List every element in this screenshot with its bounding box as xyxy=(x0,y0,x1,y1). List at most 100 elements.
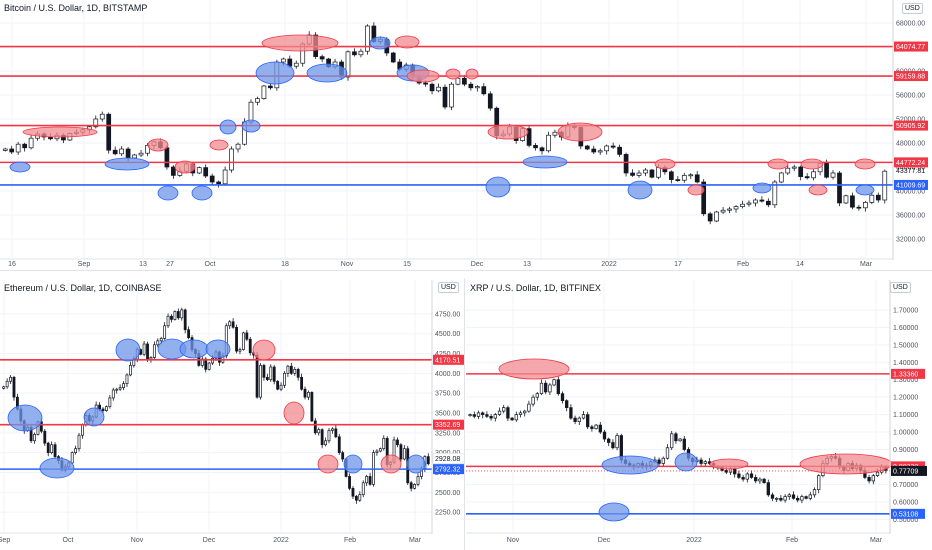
btc-red-zone-ellipse xyxy=(808,184,828,196)
eth-candle-body xyxy=(409,482,413,489)
btc-candle-body xyxy=(293,62,299,67)
eth-candle-body xyxy=(382,438,386,450)
btc-red-zone-ellipse xyxy=(209,139,229,151)
xrp-time-tick-label: 2022 xyxy=(686,537,702,544)
btc-candle-body xyxy=(106,113,112,151)
xrp-candle-body xyxy=(670,433,674,449)
xrp-candle-body xyxy=(560,393,565,402)
btc-candle-body xyxy=(772,181,778,206)
btc-candle-body xyxy=(869,194,875,203)
eth-candle-body xyxy=(238,349,242,352)
xrp-candle-body xyxy=(590,426,594,429)
btc-price-tick-label: 48000.00 xyxy=(896,141,925,148)
btc-candle-body xyxy=(28,137,34,149)
eth-candle-body xyxy=(105,406,108,411)
xrp-candle-body xyxy=(674,433,678,442)
btc-candle-body xyxy=(99,113,105,120)
xrp-red-zone-ellipse xyxy=(709,458,749,470)
btc-chart-pane[interactable]: 68000.0064000.0060000.0056000.0052000.00… xyxy=(0,0,932,271)
btc-candle-body xyxy=(733,206,739,210)
eth-price-tick-label: 2500.00 xyxy=(435,490,460,497)
eth-level-badge-text: 3352.69 xyxy=(435,422,460,429)
btc-candle-body xyxy=(216,181,222,185)
eth-currency-badge[interactable]: USD xyxy=(438,282,459,293)
xrp-candle-body xyxy=(493,414,497,419)
btc-red-zone-ellipse xyxy=(687,184,705,196)
btc-candle-body xyxy=(474,86,480,89)
btc-candle-body xyxy=(138,152,144,156)
eth-red-zone-ellipse xyxy=(252,339,276,361)
xrp-candle-body xyxy=(703,461,707,464)
btc-candle-body xyxy=(455,77,461,85)
btc-candle-body xyxy=(597,150,603,153)
btc-candle-body xyxy=(235,143,241,150)
xrp-currency-badge[interactable]: USD xyxy=(890,282,911,293)
eth-price-tick-label: 4000.00 xyxy=(435,371,460,378)
eth-candles xyxy=(2,307,430,504)
btc-candle-body xyxy=(837,172,842,204)
btc-candle-body xyxy=(9,148,15,153)
btc-red-zone-ellipse xyxy=(465,68,479,80)
eth-price-tick-label: 4250.00 xyxy=(435,351,460,358)
eth-level-badge xyxy=(433,354,464,365)
btc-candle-body xyxy=(656,167,661,178)
eth-blue-zone-ellipse xyxy=(115,338,141,362)
eth-chart-title: Ethereum / U.S. Dollar, 1D, COINBASE xyxy=(4,283,162,293)
xrp-candle-body xyxy=(678,438,682,442)
btc-gridlines xyxy=(0,0,893,258)
btc-candle-body xyxy=(22,143,27,149)
btc-candle-body xyxy=(856,206,862,209)
eth-time-tick-label: Nov xyxy=(131,537,144,544)
xrp-candle-body xyxy=(871,475,875,482)
btc-blue-zone-ellipse xyxy=(485,176,511,198)
btc-red-zone-ellipse xyxy=(174,160,196,174)
btc-blue-zone-ellipse xyxy=(219,119,237,135)
eth-candle-body xyxy=(276,380,280,390)
xrp-candle-body xyxy=(770,494,775,499)
xrp-price-tick-label: 1.30000 xyxy=(893,377,918,384)
eth-candle-body xyxy=(125,374,129,385)
btc-candle-body xyxy=(132,154,137,159)
eth-candle-body xyxy=(111,389,115,399)
xrp-chart-pane[interactable]: 1.70000 1.60000 1.50000 1.40000 1.30000 1.200… xyxy=(466,280,932,550)
eth-gridlines xyxy=(0,280,432,532)
xrp-levels xyxy=(466,373,890,515)
btc-candle-body xyxy=(552,131,558,136)
btc-candle-body xyxy=(675,179,681,181)
xrp-last-price-badge xyxy=(891,465,927,476)
btc-time-tick-label: 15 xyxy=(403,261,411,268)
btc-candle-body xyxy=(222,169,228,185)
btc-currency-badge[interactable]: USD xyxy=(902,3,923,14)
btc-red-zone-ellipse xyxy=(800,158,824,170)
eth-candle-body xyxy=(255,354,259,398)
eth-candle-body xyxy=(74,448,78,454)
xrp-candle-body xyxy=(544,382,548,393)
eth-candle-body xyxy=(331,428,334,431)
btc-red-zone-ellipse xyxy=(654,158,676,170)
eth-candle-body xyxy=(396,439,399,446)
xrp-price-tick-label: 1.20000 xyxy=(893,395,918,402)
eth-candle-body xyxy=(378,448,382,452)
eth-candle-body xyxy=(142,343,146,355)
btc-red-zone-ellipse xyxy=(854,158,876,170)
xrp-candle-body xyxy=(527,403,531,412)
eth-candle-body xyxy=(122,383,125,388)
eth-chart-pane[interactable]: 4750.00 4500.00 4250.00 4000.00 3750.00 3500.… xyxy=(0,280,464,550)
eth-candle-body xyxy=(231,321,235,328)
btc-red-zone-ellipse xyxy=(557,122,603,142)
btc-level-badge xyxy=(894,41,928,52)
btc-candle-body xyxy=(610,145,616,148)
btc-candles xyxy=(2,22,888,225)
eth-candle-body xyxy=(300,376,304,390)
btc-time-tick-label: Oct xyxy=(205,261,216,268)
eth-time-tick-label: Feb xyxy=(344,537,356,544)
xrp-red-zone-ellipse xyxy=(799,453,893,475)
eth-candle-body xyxy=(187,329,191,339)
btc-candle-body xyxy=(352,51,357,56)
btc-last-price-label: 43377.81 xyxy=(896,168,925,175)
xrp-blue-zone-ellipse xyxy=(601,455,659,475)
btc-candle-body xyxy=(850,195,855,208)
btc-candle-body xyxy=(365,25,370,52)
btc-red-zone-ellipse xyxy=(147,138,169,152)
xrp-candle-body xyxy=(749,473,754,478)
